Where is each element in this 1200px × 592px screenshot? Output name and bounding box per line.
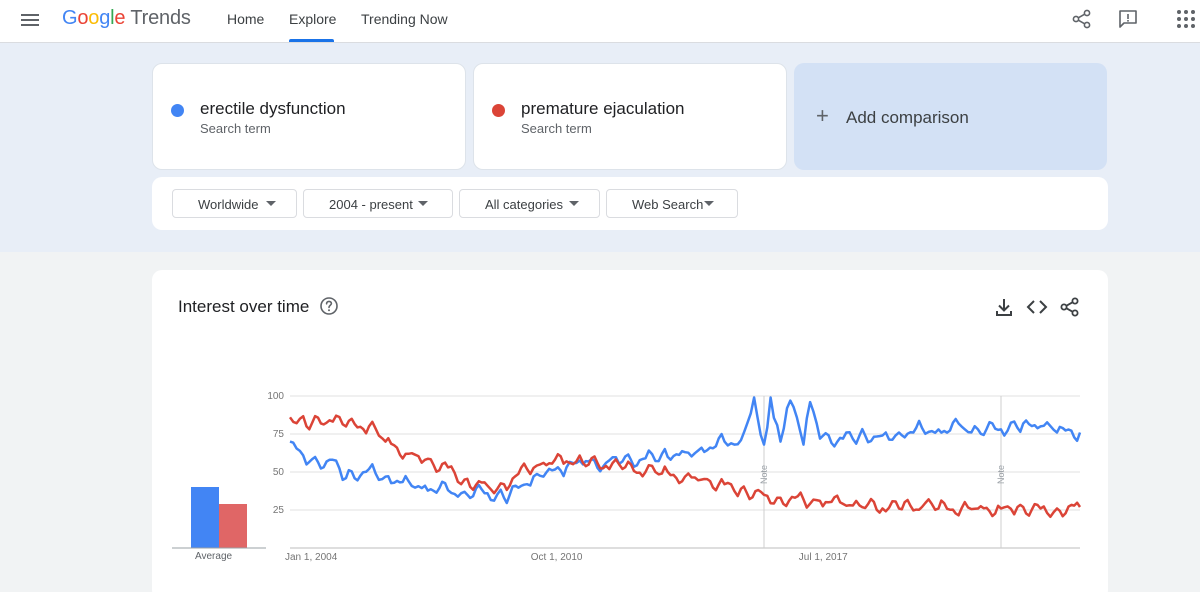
apps-grid-icon[interactable] — [1175, 8, 1197, 30]
top-bar: Google Trends Home Explore Trending Now — [0, 0, 1200, 43]
share-icon[interactable] — [1059, 296, 1081, 318]
term-color-dot — [171, 104, 184, 117]
nav-trending-now[interactable]: Trending Now — [361, 11, 448, 27]
term-color-dot — [492, 104, 505, 117]
series-line-premature-ejaculation — [288, 414, 1082, 519]
average-bar-premature-ejaculation — [219, 504, 247, 548]
category-dropdown[interactable]: All categories — [459, 189, 600, 218]
search-term-card-2[interactable]: premature ejaculation Search term — [473, 63, 787, 170]
active-tab-indicator — [289, 39, 334, 42]
search-type-dropdown[interactable]: Web Search — [606, 189, 738, 218]
google-trends-logo[interactable]: Google Trends — [62, 7, 191, 29]
add-comparison-label: Add comparison — [846, 108, 969, 127]
y-tick-label: 50 — [273, 467, 285, 478]
term-type-label: Search term — [200, 121, 271, 136]
caret-down-icon — [569, 201, 579, 206]
note-label: Note — [759, 465, 769, 484]
region-dropdown[interactable]: Worldwide — [172, 189, 297, 218]
search-term-card-1[interactable]: erectile dysfunction Search term — [152, 63, 466, 170]
series-line-erectile-dysfunction — [289, 396, 1082, 505]
x-tick-label: Jan 1, 2004 — [285, 552, 338, 563]
term-type-label: Search term — [521, 121, 592, 136]
x-tick-label: Jul 1, 2017 — [799, 552, 848, 563]
caret-down-icon — [266, 201, 276, 206]
embed-icon[interactable] — [1026, 296, 1048, 318]
caret-down-icon — [704, 201, 714, 206]
x-tick-label: Oct 1, 2010 — [531, 552, 583, 563]
logo-product-name: Trends — [130, 7, 191, 29]
note-label: Note — [996, 465, 1006, 484]
term-name[interactable]: erectile dysfunction — [200, 99, 346, 118]
filter-bar: Worldwide 2004 - present All categories … — [152, 177, 1108, 230]
plus-icon: + — [816, 103, 829, 128]
y-tick-label: 25 — [273, 505, 285, 516]
feedback-icon[interactable] — [1117, 8, 1139, 30]
caret-down-icon — [418, 201, 428, 206]
nav-explore[interactable]: Explore — [289, 11, 337, 27]
download-icon[interactable] — [993, 296, 1015, 318]
chart-title: Interest over time — [178, 297, 310, 316]
average-bar-erectile-dysfunction — [191, 487, 219, 548]
interest-line-chart: 100 75 50 25 Note Note Jan 1, 2004 Oct 1, 2010 J… — [267, 391, 1082, 563]
average-label: Average — [195, 551, 233, 562]
share-icon[interactable] — [1071, 8, 1093, 30]
add-comparison-button[interactable]: + Add comparison — [794, 63, 1107, 170]
nav-home[interactable]: Home — [227, 11, 265, 27]
y-tick-label: 75 — [273, 429, 285, 440]
term-name[interactable]: premature ejaculation — [521, 99, 685, 118]
menu-icon[interactable] — [20, 10, 40, 30]
average-bars — [172, 487, 266, 549]
y-tick-label: 100 — [267, 391, 284, 402]
help-icon[interactable] — [319, 296, 339, 316]
time-range-dropdown[interactable]: 2004 - present — [303, 189, 453, 218]
